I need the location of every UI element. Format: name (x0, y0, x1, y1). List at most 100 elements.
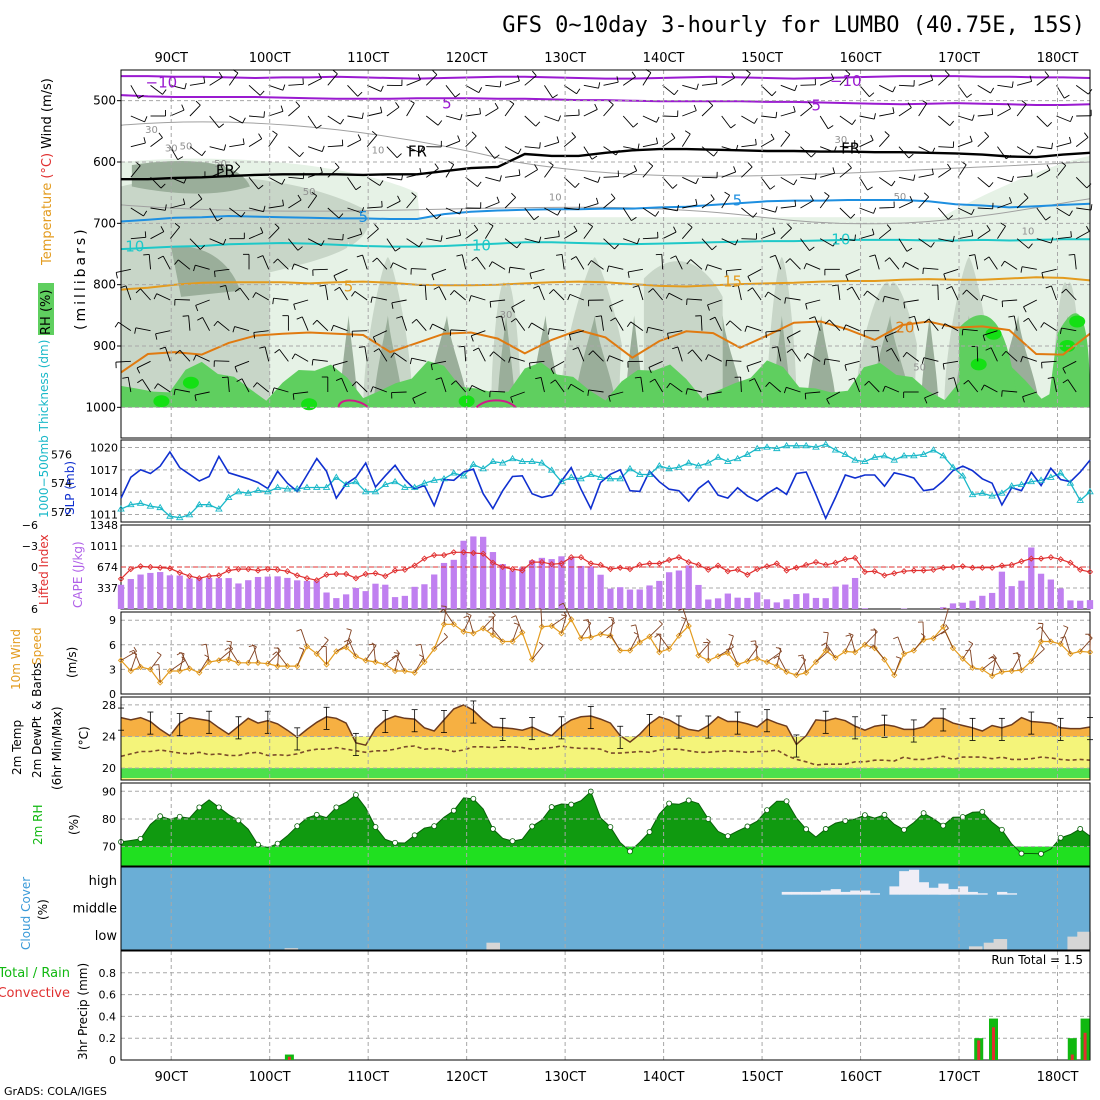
thickness-marker (303, 483, 311, 490)
thickness-marker (978, 489, 987, 496)
wind-barb (706, 391, 722, 396)
wind-barb (884, 330, 900, 337)
wind-barb (707, 264, 722, 270)
li-marker (665, 556, 673, 564)
wind-barb-flag (606, 355, 610, 362)
li-marker (803, 561, 810, 569)
rh2m-unit-label: (%) (67, 814, 81, 835)
li-marker (313, 577, 320, 584)
wind-barb (478, 347, 486, 362)
rh2m-marker (1057, 834, 1064, 841)
wind-barb-flag (726, 270, 728, 277)
wind-speed-marker (959, 655, 966, 662)
cloud-grid (120, 866, 1091, 951)
wind-barb (1028, 317, 1038, 331)
wind-barb-flag (1064, 94, 1070, 99)
surface-wind-barb (198, 657, 210, 673)
thickness-marker (283, 485, 292, 492)
surface-wind-barb (1040, 626, 1052, 642)
surface-wind-barb (849, 634, 856, 653)
li-marker (558, 560, 565, 567)
cape-bar (685, 565, 692, 609)
wind-barb (588, 389, 604, 393)
rh-contour-number: 10 (372, 145, 385, 156)
rh2m-marker (470, 795, 477, 802)
wind-barb (1053, 377, 1057, 393)
wind-barb-flag (312, 319, 318, 325)
wind-barb-flag (260, 227, 264, 233)
cape-series (117, 536, 1094, 609)
wind-barb-flag (882, 385, 886, 392)
wind-barb (1013, 315, 1018, 331)
wind-barb-flag (765, 331, 767, 338)
wind-barb-flag (380, 106, 383, 113)
wind-speed-marker (812, 658, 820, 666)
wind-barb-flag (173, 389, 176, 396)
surface-wind-barb (276, 651, 288, 667)
wind-barb (155, 330, 171, 335)
wind-barb-flag (489, 301, 492, 308)
time-label-bottom: 160CT (840, 1070, 882, 1085)
time-label-top: 140CT (643, 51, 685, 66)
wind-barb-flag (952, 235, 955, 242)
wind-barb-flag (809, 316, 815, 320)
cape-bar (431, 574, 438, 609)
wind-barb (538, 285, 545, 301)
thickness-tick-label: 576 (51, 448, 72, 461)
wind-barb (974, 254, 979, 270)
time-label-top: 90CT (154, 51, 188, 66)
wind-barb-flag (832, 240, 837, 247)
cape-bar (851, 577, 859, 609)
rh2m-marker (842, 818, 849, 824)
surface-wind-barb-flag (299, 647, 305, 650)
li-marker (303, 575, 311, 582)
surface-wind-barb (1060, 627, 1069, 645)
wind-barb-flag (556, 254, 563, 256)
wind-barb-flag (372, 257, 378, 263)
surface-wind-barb (944, 631, 954, 649)
thickness-marker (841, 450, 850, 457)
wind-barb (918, 174, 934, 178)
cloud-high-cell (1006, 893, 1018, 895)
li-marker (382, 572, 389, 580)
wind-barb-flag (114, 322, 119, 328)
wind-barb (577, 347, 585, 362)
wind-barb (977, 207, 993, 210)
surface-wind-barb-flag (561, 614, 567, 617)
isotherm-line (120, 276, 1091, 291)
wind-barb-flag (302, 172, 305, 179)
cloud-high-cell (908, 869, 920, 895)
wind-barb (392, 262, 407, 270)
wind-barb-flag (985, 347, 992, 351)
wind-barb-flag (361, 207, 365, 214)
wind-barb (820, 146, 835, 153)
wind-barb (515, 318, 526, 331)
thickness-marker (782, 441, 791, 449)
surface-wind-barb (962, 643, 974, 659)
thickness-marker (577, 474, 585, 482)
wind-speed-marker (254, 659, 262, 666)
surface-wind-barb-flag (725, 647, 731, 651)
wind-barb-flag (1047, 122, 1052, 127)
wind-barb-flag (595, 197, 599, 204)
wind-barb (777, 346, 782, 362)
wind-barb-flag (516, 242, 521, 249)
wind-barb-flag (558, 230, 560, 237)
wind-barb-flag (274, 223, 280, 229)
wind-barb-flag (845, 69, 851, 75)
temp-tick-label: 20 (102, 762, 116, 775)
wind-barb-flag (747, 162, 753, 168)
wind-barb (741, 207, 754, 218)
cape-bar (773, 602, 780, 609)
surface-wind-barb (385, 653, 400, 665)
wind-barb (938, 238, 954, 243)
wind-barb-flag (495, 315, 502, 318)
bottom-time-axis: 90CT 100CT 110CT 120CT 130CT 140CT 150CT 160CT 1… (154, 1070, 1078, 1085)
wind-speed-marker (176, 667, 183, 675)
slp-axis-label: SLP (mb) (63, 461, 77, 515)
wind-barb-flag (1008, 315, 1015, 318)
wind-barb-flag (370, 386, 374, 393)
wind-barb (524, 238, 540, 243)
